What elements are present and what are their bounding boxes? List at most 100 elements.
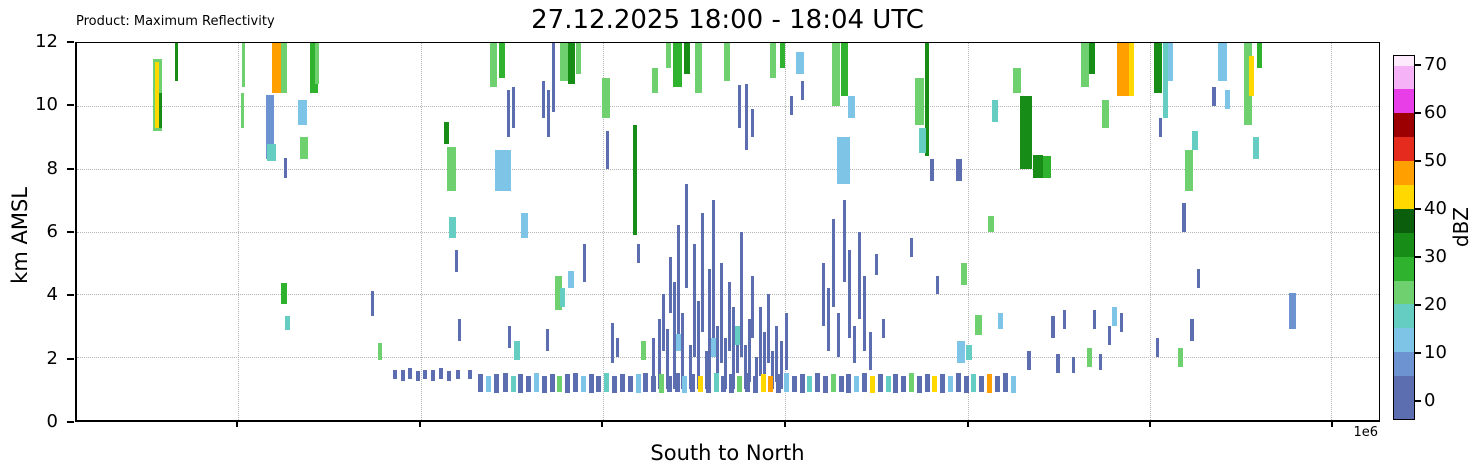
h-gridline xyxy=(77,105,1379,107)
echo-cell xyxy=(652,338,656,389)
echo-cell xyxy=(541,376,547,394)
echo-cell xyxy=(1013,68,1022,94)
echo-cell xyxy=(837,137,851,185)
echo-cell xyxy=(690,374,696,392)
echo-cell xyxy=(446,371,451,381)
x-tick-mark xyxy=(1149,422,1152,427)
echo-cell xyxy=(769,43,776,78)
echo-cell xyxy=(893,374,899,394)
x-tick-mark xyxy=(966,422,969,427)
echo-cell xyxy=(661,294,665,351)
echo-cell xyxy=(770,350,774,389)
colorbar-label: dBZ xyxy=(1449,207,1473,248)
echo-cell xyxy=(408,368,413,380)
chart-title: 27.12.2025 18:00 - 18:04 UTC xyxy=(531,5,924,35)
colorbar-tick-mark xyxy=(1415,207,1421,210)
echo-cell xyxy=(1225,90,1231,109)
echo-cell xyxy=(885,376,891,392)
echo-cell xyxy=(455,369,460,380)
echo-cell xyxy=(159,93,163,128)
echo-cell xyxy=(1182,203,1187,232)
product-label: Product: Maximum Reflectivity xyxy=(76,14,275,29)
echo-cell xyxy=(1168,43,1174,81)
echo-cell xyxy=(605,130,609,169)
echo-cell xyxy=(747,319,751,383)
echo-cell xyxy=(489,43,497,87)
echo-cell xyxy=(478,374,484,392)
colorbar-tick-mark xyxy=(1415,351,1421,354)
echo-cell xyxy=(847,96,855,119)
echo-cell xyxy=(708,269,712,377)
echo-cell xyxy=(1062,310,1066,329)
x-axis-label: South to North xyxy=(650,441,805,465)
echo-cell xyxy=(685,184,689,289)
echo-cell xyxy=(1056,354,1061,373)
echo-cell xyxy=(795,52,804,75)
echo-cell xyxy=(643,372,649,392)
echo-cell xyxy=(724,338,728,389)
echo-cell xyxy=(665,43,671,69)
echo-cell xyxy=(830,374,836,392)
v-gridline xyxy=(420,43,422,420)
echo-cell xyxy=(423,369,428,380)
echo-cell xyxy=(549,374,555,392)
colorbar-tick-label: 10 xyxy=(1424,341,1447,363)
echo-cell xyxy=(567,270,574,289)
echo-cell xyxy=(739,231,743,358)
colorbar-tick-label: 70 xyxy=(1424,53,1447,75)
colorbar-segment xyxy=(1394,137,1414,162)
echo-cell xyxy=(688,344,692,389)
echo-cell xyxy=(774,325,778,383)
echo-cell xyxy=(696,300,700,389)
echo-cell xyxy=(675,333,681,351)
echo-cell xyxy=(1162,43,1168,119)
echo-cell xyxy=(712,200,716,345)
echo-cell xyxy=(272,43,282,94)
echo-cell xyxy=(449,217,457,238)
echo-cell xyxy=(724,43,731,81)
echo-cell xyxy=(1119,313,1123,333)
echo-cell xyxy=(992,99,999,122)
colorbar-segment xyxy=(1394,113,1414,138)
echo-cell xyxy=(1108,325,1112,345)
echo-cell xyxy=(924,374,930,392)
echo-cell xyxy=(1101,99,1109,128)
echo-cell xyxy=(1043,156,1052,179)
echo-cell xyxy=(1252,137,1259,160)
echo-cell xyxy=(955,159,962,182)
echo-cell xyxy=(1027,350,1032,370)
echo-cell xyxy=(744,372,750,392)
echo-cell xyxy=(847,250,851,339)
colorbar-segment xyxy=(1394,65,1414,90)
echo-cell xyxy=(669,256,673,314)
colorbar-segment xyxy=(1394,232,1414,257)
x-axis-offset-label: 1e6 xyxy=(1353,425,1378,440)
echo-cell xyxy=(1019,96,1032,169)
echo-cell xyxy=(560,43,569,81)
echo-cell xyxy=(454,250,458,273)
echo-cell xyxy=(612,376,618,394)
echo-cell xyxy=(666,376,672,392)
plot-area xyxy=(75,42,1380,422)
echo-cell xyxy=(557,376,563,392)
echo-cell xyxy=(705,374,711,394)
echo-cell xyxy=(910,237,914,257)
echo-cell xyxy=(987,374,993,394)
echo-cell xyxy=(735,332,739,373)
colorbar-tick-label: 50 xyxy=(1424,149,1447,171)
echo-cell xyxy=(868,332,872,370)
echo-cell xyxy=(575,43,581,75)
colorbar-tick-label: 40 xyxy=(1424,197,1447,219)
echo-cell xyxy=(734,325,740,345)
echo-cell xyxy=(955,372,961,392)
echo-cell xyxy=(759,306,763,377)
echo-cell xyxy=(863,275,867,351)
echo-cell xyxy=(729,374,735,394)
echo-cell xyxy=(763,332,767,389)
echo-cell xyxy=(862,372,868,392)
h-gridline xyxy=(77,168,1379,170)
h-gridline xyxy=(77,357,1379,359)
echo-cell xyxy=(783,372,789,392)
echo-cell xyxy=(1117,43,1130,97)
